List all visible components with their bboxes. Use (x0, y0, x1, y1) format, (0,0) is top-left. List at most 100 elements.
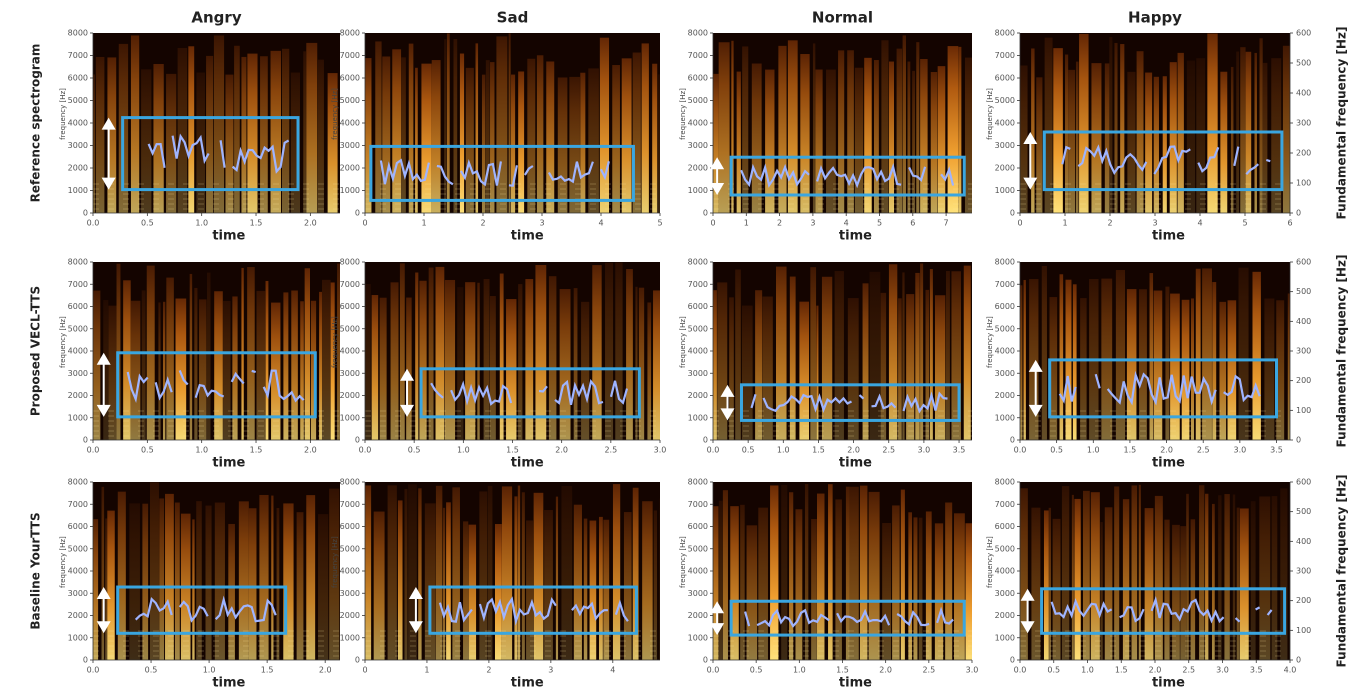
spectral-band (223, 300, 231, 440)
y-tick-label: 6000 (995, 302, 1015, 311)
y-tick-label: 1000 (340, 413, 360, 422)
spectral-band (859, 485, 868, 660)
x-tick-label: 1.5 (261, 666, 274, 675)
x-tick-label: 0.0 (87, 666, 100, 675)
x-tick-label: 0 (362, 666, 367, 675)
spectrogram-panel: 0 1000 2000 3000 4000 5000 6000 7000 8000 frequen… (679, 258, 972, 471)
y-axis-label: frequency [Hz] (986, 88, 994, 140)
spectral-band (583, 518, 588, 660)
y-tick-label: 5000 (688, 96, 708, 105)
spectral-band (915, 272, 920, 440)
y-tick-label: 5000 (68, 96, 88, 105)
y-tick-label: 8000 (995, 478, 1015, 487)
y-tick-label: 5000 (995, 324, 1015, 333)
spectral-band (908, 512, 912, 660)
spectral-band (1172, 524, 1180, 660)
pitch-contour (902, 391, 948, 414)
spectral-band (419, 280, 427, 440)
spectral-band (141, 290, 146, 440)
spectral-band (889, 61, 895, 213)
x-tick-label: 2 (480, 219, 485, 228)
highlight-box (369, 144, 635, 202)
x-tick-label: 6 (1287, 219, 1292, 228)
y-tick-label: 8000 (688, 478, 708, 487)
spectral-band (1048, 507, 1051, 660)
spectral-band (1065, 54, 1069, 213)
spectral-band (165, 493, 174, 660)
y2-tick-label: 600 (1296, 478, 1311, 487)
spectral-band (626, 268, 633, 440)
y2-tick-label: 200 (1296, 376, 1311, 385)
pitch-contour (178, 369, 189, 386)
pitch-contour (744, 611, 751, 627)
pitch-contour (231, 139, 290, 174)
spectral-band (755, 290, 763, 440)
y-tick-label: 2000 (340, 391, 360, 400)
spectrogram-panel: 0 1000 2000 3000 4000 5000 6000 7000 8000 frequen… (679, 478, 978, 691)
spectral-band (1202, 268, 1212, 440)
y-tick-label: 3000 (340, 141, 360, 150)
y-axis-label: frequency [Hz] (59, 536, 67, 588)
x-tick-label: 0.0 (707, 446, 720, 455)
highlight-box (116, 351, 317, 419)
x-tick-label: 1.0 (1087, 446, 1100, 455)
x-tick-label: 1 (424, 666, 429, 675)
spectral-band (1282, 45, 1290, 213)
spectral-band (635, 286, 638, 440)
spectral-band (329, 488, 340, 660)
spectral-band (849, 486, 859, 660)
x-tick-label: 1.0 (793, 666, 806, 675)
spectral-band (958, 46, 962, 214)
spectral-band (1169, 62, 1177, 213)
arrow-head (720, 408, 735, 421)
y-tick-label: 1000 (995, 186, 1015, 195)
x-axis-label: time (212, 229, 245, 244)
spectral-band (1074, 498, 1081, 660)
spectral-band (1049, 297, 1058, 440)
pitch-contour (1094, 373, 1101, 389)
x-tick-label: 0.5 (408, 446, 421, 455)
y-tick-label: 4000 (688, 567, 708, 576)
spectral-band (789, 492, 794, 660)
x-tick-label: 0.0 (359, 446, 372, 455)
x-tick-label: 0 (362, 219, 367, 228)
y-tick-label: 0 (1010, 656, 1015, 665)
y-tick-label: 5000 (995, 96, 1015, 105)
spectral-band (751, 63, 762, 213)
spectral-band (742, 46, 749, 213)
pitch-contour (436, 164, 454, 186)
y-tick-label: 2000 (340, 164, 360, 173)
highlight-box (419, 367, 641, 419)
spectral-band (642, 501, 653, 660)
spectral-band (758, 507, 768, 660)
pitch-contour (940, 166, 955, 186)
spectral-band (477, 282, 480, 440)
spectral-band (457, 287, 464, 440)
y-tick-label: 7000 (995, 500, 1015, 509)
spectral-band (518, 71, 525, 213)
arrow-head (667, 146, 681, 159)
spectral-band (499, 273, 504, 440)
spectral-band (404, 488, 408, 660)
highlight-box (729, 599, 966, 637)
x-tick-label: 3.0 (918, 446, 931, 455)
spectral-band (762, 296, 773, 440)
spectral-band (276, 507, 280, 660)
x-axis-label: time (212, 456, 245, 471)
spectral-band (1276, 300, 1285, 440)
spectral-band (731, 40, 734, 213)
x-tick-label: 0.0 (87, 446, 100, 455)
spectral-band (494, 524, 502, 660)
pitch-contour (251, 369, 256, 374)
x-tick-label: 0.5 (141, 446, 154, 455)
spectral-band (1114, 486, 1120, 660)
spectral-band (821, 276, 833, 440)
spectral-band (638, 287, 645, 440)
column-title: Sad (497, 9, 529, 27)
x-tick-label: 6 (910, 219, 915, 228)
spectral-band (1224, 494, 1230, 660)
spectral-band (1153, 290, 1163, 440)
spectral-band (559, 289, 571, 440)
y-tick-label: 3000 (68, 369, 88, 378)
spectral-band (544, 510, 553, 660)
